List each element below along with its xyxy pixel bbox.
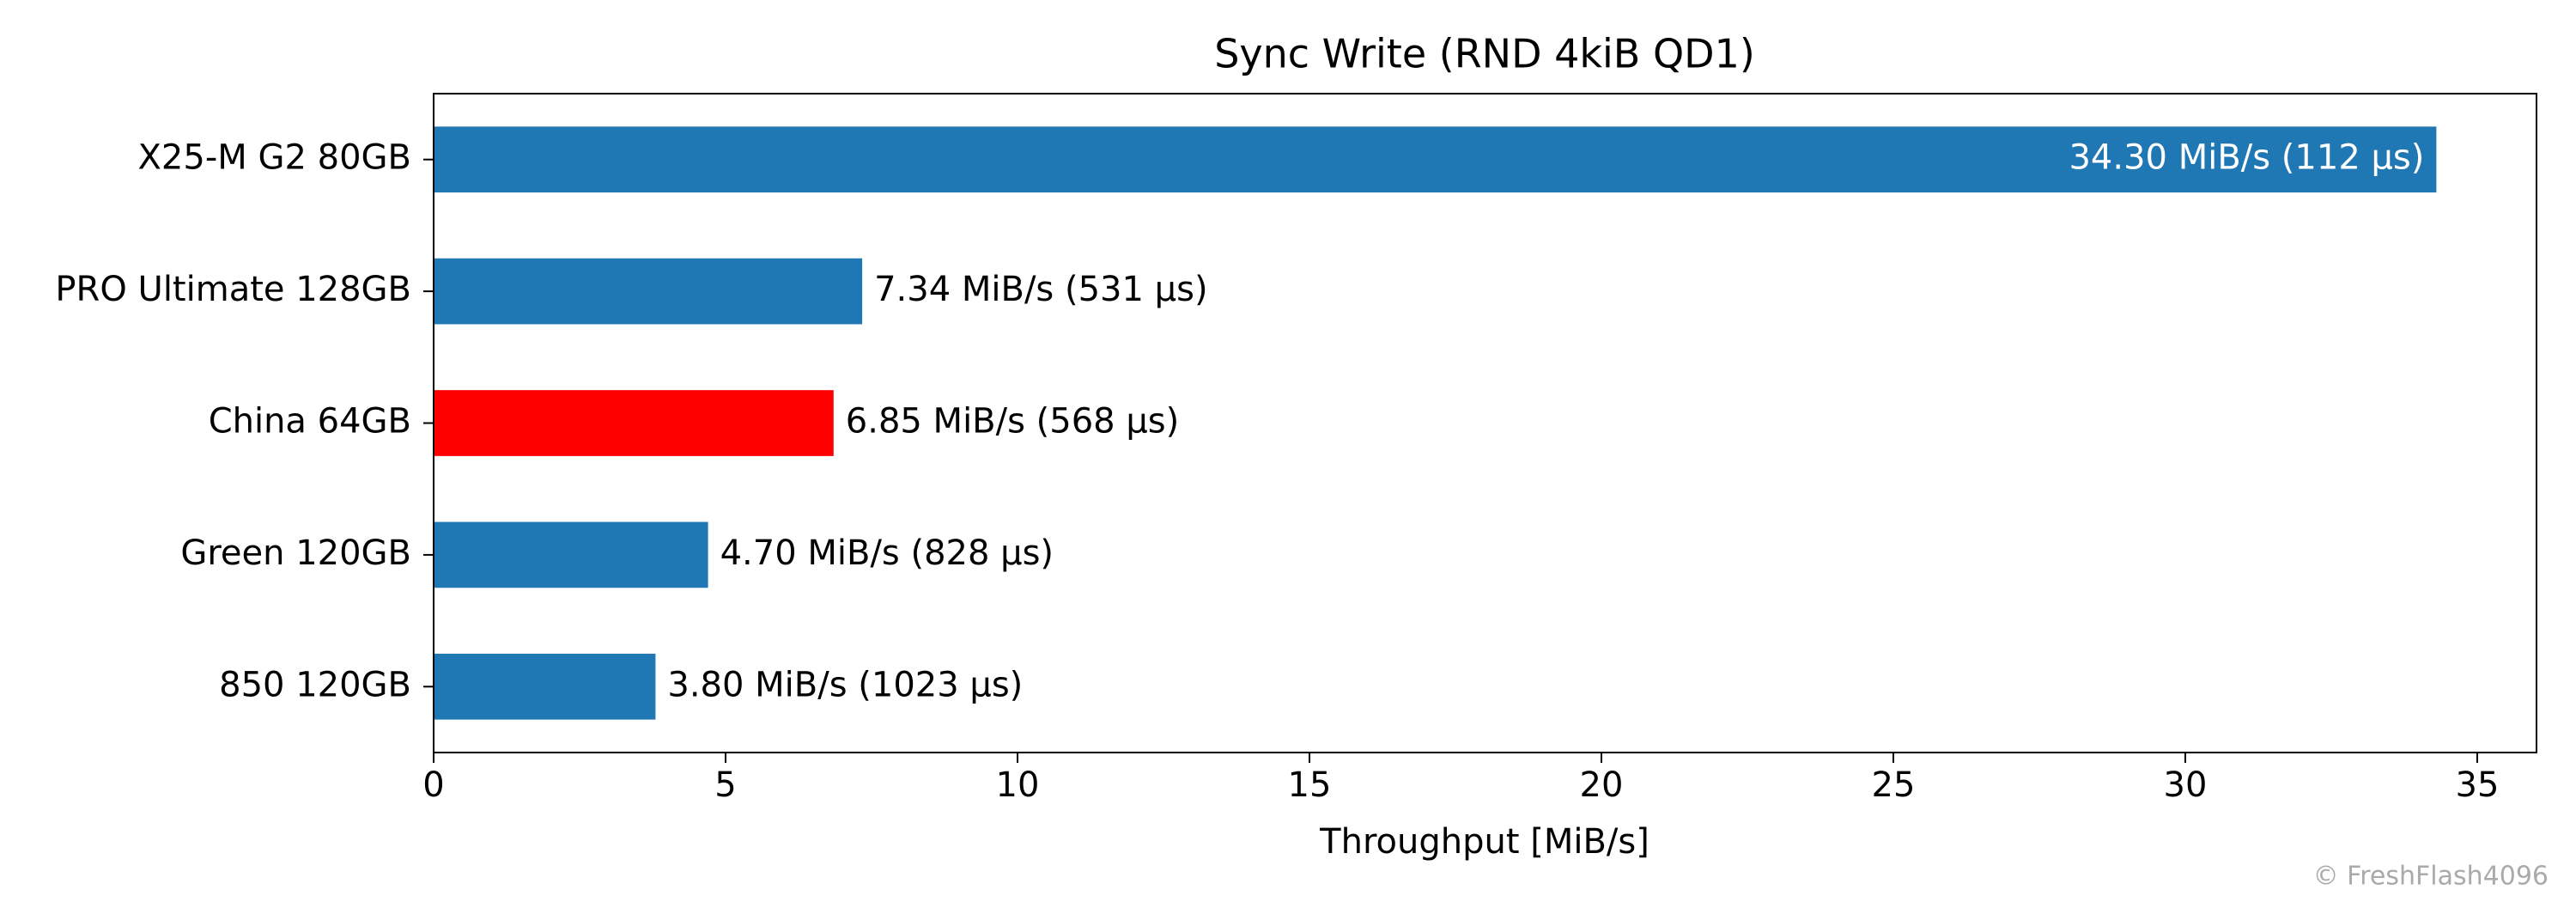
x-tick-label: 35 bbox=[2456, 765, 2500, 805]
x-tick-label: 5 bbox=[714, 765, 736, 805]
x-tick-label: 25 bbox=[1872, 765, 1916, 805]
chart-title: Sync Write (RND 4kiB QD1) bbox=[1214, 31, 1755, 77]
value-label: 6.85 MiB/s (568 µs) bbox=[846, 402, 1179, 442]
bar bbox=[434, 521, 708, 588]
value-label: 3.80 MiB/s (1023 µs) bbox=[667, 665, 1023, 704]
x-tick-label: 10 bbox=[996, 765, 1040, 805]
x-tick-label: 15 bbox=[1288, 765, 1332, 805]
y-tick-label: China 64GB bbox=[209, 402, 411, 442]
watermark: © FreshFlash4096 bbox=[2313, 862, 2549, 892]
x-axis-label: Throughput [MiB/s] bbox=[1319, 822, 1649, 862]
y-tick-label: PRO Ultimate 128GB bbox=[55, 270, 411, 309]
bar bbox=[434, 126, 2437, 193]
bar bbox=[434, 390, 834, 456]
bar bbox=[434, 653, 656, 720]
x-tick-label: 0 bbox=[422, 765, 444, 805]
y-tick-label: X25-M G2 80GB bbox=[138, 138, 411, 178]
value-label: 4.70 MiB/s (828 µs) bbox=[720, 533, 1054, 573]
plot-frame bbox=[433, 93, 2537, 753]
value-label: 7.34 MiB/s (531 µs) bbox=[874, 270, 1207, 309]
x-tick-label: 30 bbox=[2164, 765, 2208, 805]
y-tick-label: Green 120GB bbox=[180, 533, 411, 573]
y-tick-label: 850 120GB bbox=[219, 665, 411, 704]
value-label: 34.30 MiB/s (112 µs) bbox=[2069, 138, 2424, 178]
bar bbox=[434, 258, 863, 325]
x-tick-label: 20 bbox=[1580, 765, 1624, 805]
